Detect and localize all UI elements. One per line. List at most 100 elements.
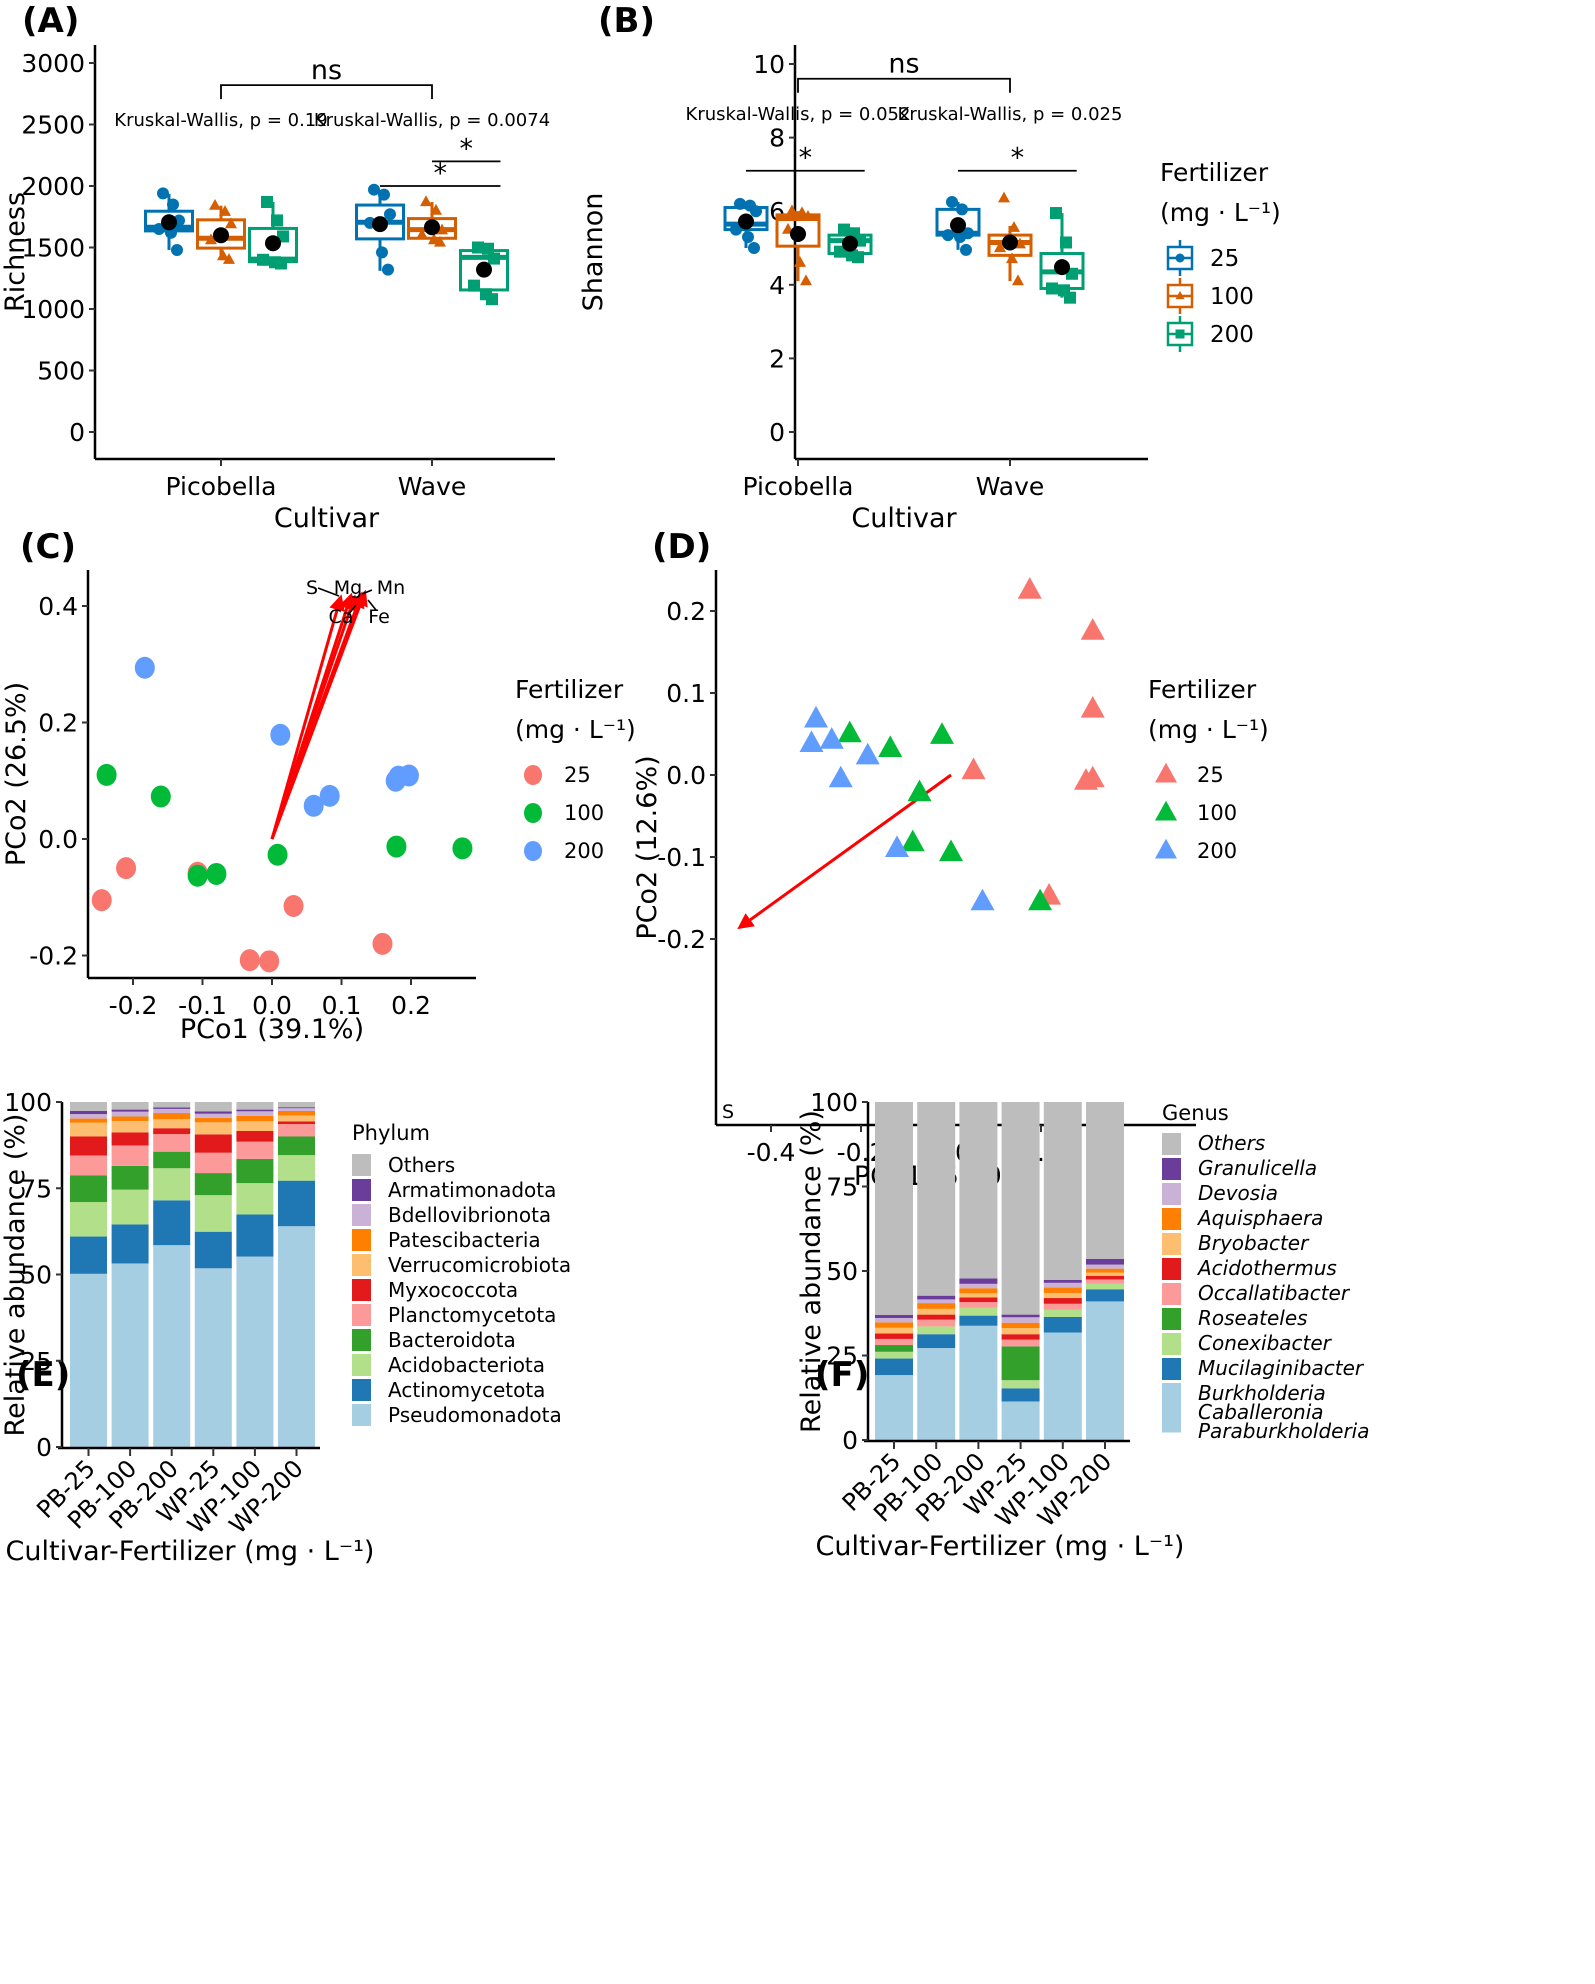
bar-segment-verrucomicrobiota <box>70 1122 107 1137</box>
data-point <box>1064 291 1076 304</box>
y-axis-title: PCo2 (26.5%) <box>1 682 32 866</box>
data-point <box>794 256 806 267</box>
bar-segment-acidobacteriota <box>236 1183 274 1215</box>
point-fert-200 <box>134 656 155 679</box>
legend-label: Others <box>388 1153 455 1177</box>
legend-label: Acidobacteriota <box>388 1353 545 1377</box>
bar-segment-others <box>875 1102 913 1315</box>
mean-point <box>738 213 754 230</box>
point-fert-100 <box>96 763 117 786</box>
legend-label: 100 <box>1210 284 1254 310</box>
x-axis-title: Cultivar <box>851 503 957 534</box>
bar-segment-armatimonadota <box>278 1107 315 1109</box>
y-tick-label: 2 <box>769 344 785 373</box>
legend-item-100: 100 <box>1166 278 1254 314</box>
legend-label: Patescibacteria <box>388 1228 541 1252</box>
bar-segment-granulicella <box>959 1278 998 1284</box>
bar-segment-armatimonadota <box>194 1111 232 1114</box>
bar-segment-devosia <box>917 1299 956 1304</box>
legend-label: Conexibacter <box>1198 1331 1333 1355</box>
bar-segment-bacteroidota <box>111 1165 149 1190</box>
significance-label-ns: ns <box>888 49 919 80</box>
legend-label: Burkholderia <box>1198 1381 1326 1405</box>
bar-segment-planctomycetota <box>194 1152 232 1174</box>
vector-fe <box>270 591 365 840</box>
legend-item-others: Others <box>1162 1131 1265 1155</box>
bar-segment-others <box>1043 1102 1082 1280</box>
data-point <box>954 230 966 243</box>
point-fert-100 <box>878 735 903 757</box>
data-point <box>257 253 269 266</box>
bar-segment-aquisphaera <box>917 1303 956 1309</box>
data-point <box>468 279 480 292</box>
x-axis-title: PCo1 (39.1%) <box>180 1014 364 1045</box>
point-fert-200 <box>819 727 844 749</box>
legend-swatch <box>1162 1158 1181 1180</box>
data-point <box>802 210 814 221</box>
bar-segment-pseudomonadota <box>194 1268 232 1447</box>
data-point <box>430 203 442 215</box>
data-point <box>1050 207 1062 220</box>
legend-swatch <box>1162 1283 1181 1305</box>
legend-label: 25 <box>564 763 591 787</box>
kruskal-wallis-label: Kruskal-Wallis, p = 0.0074 <box>314 110 550 131</box>
data-point <box>750 205 762 218</box>
vector-label-leader <box>361 589 373 595</box>
legend-item-acidothermus: Acidothermus <box>1162 1256 1337 1280</box>
legend-label: Planctomycetota <box>388 1303 556 1327</box>
x-tick-label: 0.1 <box>322 991 362 1020</box>
x-tick-label: Wave <box>976 472 1045 501</box>
y-tick-label: 4 <box>769 271 785 300</box>
bar-segment-granulicella <box>1086 1258 1124 1265</box>
y-tick-label: 25 <box>20 1347 52 1376</box>
box-wave-25 <box>355 183 405 276</box>
legend-swatch <box>1162 1358 1181 1380</box>
bar-segment-bdellovibrionota <box>278 1108 315 1111</box>
pairwise-star: * <box>1011 143 1025 174</box>
data-point <box>209 198 221 210</box>
bar-segment-aquisphaera <box>1001 1322 1040 1329</box>
y-tick-label: 500 <box>37 357 85 386</box>
y-tick-label: 0 <box>69 418 85 447</box>
bar-segment-burkholderia <box>917 1348 956 1440</box>
y-tick-label: -0.2 <box>29 942 78 971</box>
bar-wp-25 <box>1001 1102 1040 1440</box>
mean-point <box>424 219 440 236</box>
x-axis-title: Cultivar <box>274 503 380 534</box>
data-point <box>852 251 864 264</box>
y-tick-label: 1500 <box>21 234 85 263</box>
y-tick-label: 50 <box>826 1257 858 1286</box>
bar-segment-others <box>1001 1102 1040 1315</box>
bar-segment-others <box>917 1102 956 1296</box>
legend-item-mucilaginibacter: Mucilaginibacter <box>1162 1356 1365 1380</box>
data-point <box>219 205 231 216</box>
data-point <box>271 214 283 227</box>
panel-label: (C) <box>20 527 76 567</box>
bar-segment-others <box>111 1102 149 1110</box>
bar-pb-25 <box>70 1102 107 1447</box>
point-fert-100 <box>452 837 473 860</box>
legend-swatch <box>1162 1333 1181 1355</box>
bar-segment-patescibacteria <box>70 1118 107 1123</box>
x-tick-label: -0.2 <box>109 991 158 1020</box>
kruskal-wallis-label: Kruskal-Wallis, p = 0.052 <box>686 104 911 125</box>
legend-item-200: 200 <box>1155 838 1237 863</box>
legend-label: 200 <box>1197 839 1237 863</box>
bar-segment-conexibacter <box>1043 1309 1082 1317</box>
bar-segment-aquisphaera <box>1086 1268 1124 1273</box>
point-fert-25 <box>372 932 393 955</box>
data-point <box>223 253 235 264</box>
data-point <box>275 257 287 270</box>
y-tick-label: 75 <box>20 1174 52 1203</box>
y-tick-label: 10 <box>753 50 785 79</box>
point-fert-25 <box>259 950 280 973</box>
bar-segment-granulicella <box>1043 1279 1082 1283</box>
y-axis-title: Relative abundance (%) <box>796 1110 827 1433</box>
data-point <box>998 191 1010 203</box>
bar-segment-myxococcota <box>70 1136 107 1156</box>
y-tick-label: 50 <box>20 1261 52 1290</box>
legend-label: Caballeronia <box>1198 1400 1324 1424</box>
vector-label-leader <box>347 604 357 616</box>
bar-pb-100 <box>111 1102 149 1447</box>
bar-segment-actinomycetota <box>70 1236 107 1274</box>
